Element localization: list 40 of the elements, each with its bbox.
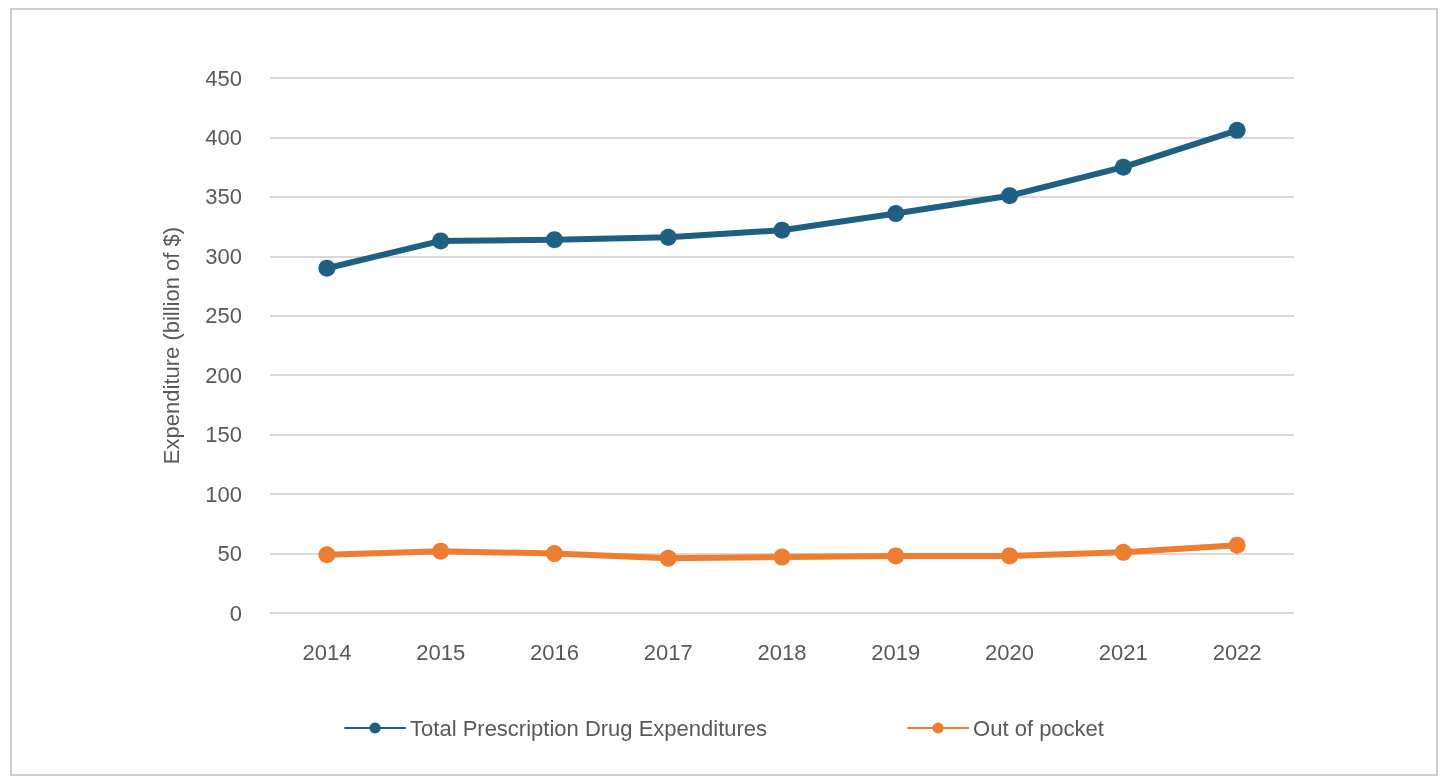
y-tick-label: 0 bbox=[229, 600, 242, 626]
point bbox=[773, 548, 791, 566]
y-tick-label: 350 bbox=[205, 184, 242, 210]
x-tick-label: 2018 bbox=[757, 639, 807, 665]
point bbox=[1001, 187, 1019, 205]
legend-label: Total Prescription Drug Expenditures bbox=[410, 715, 768, 741]
point bbox=[432, 232, 450, 250]
y-tick-label: 400 bbox=[205, 124, 242, 150]
x-tick-label: 2021 bbox=[1098, 639, 1148, 665]
y-tick-label: 450 bbox=[205, 65, 242, 91]
x-tick-label: 2014 bbox=[302, 639, 352, 665]
y-axis-title: Expenditure (billion of $) bbox=[158, 226, 184, 465]
x-tick-label: 2016 bbox=[529, 639, 579, 665]
point bbox=[545, 545, 563, 563]
x-tick-label: 2020 bbox=[985, 639, 1035, 665]
point bbox=[1228, 121, 1246, 139]
point bbox=[1001, 547, 1019, 565]
point bbox=[887, 205, 905, 223]
point bbox=[318, 259, 336, 277]
point bbox=[318, 546, 336, 564]
legend-label: Out of pocket bbox=[973, 715, 1104, 741]
point bbox=[887, 547, 905, 565]
point bbox=[1114, 158, 1132, 176]
y-tick-label: 50 bbox=[217, 541, 242, 567]
y-tick-label: 100 bbox=[205, 481, 242, 507]
x-tick-label: 2019 bbox=[871, 639, 921, 665]
y-tick-label: 250 bbox=[205, 303, 242, 329]
point bbox=[659, 549, 677, 567]
point bbox=[545, 231, 563, 249]
y-tick-label: 150 bbox=[205, 422, 242, 448]
x-tick-label: 2017 bbox=[643, 639, 693, 665]
y-tick-label: 300 bbox=[205, 243, 242, 269]
point bbox=[1228, 536, 1246, 554]
point bbox=[432, 542, 450, 560]
x-tick-label: 2015 bbox=[416, 639, 466, 665]
y-tick-label: 200 bbox=[205, 362, 242, 388]
point bbox=[1114, 543, 1132, 561]
point bbox=[659, 228, 677, 246]
point bbox=[773, 221, 791, 239]
x-tick-label: 2022 bbox=[1212, 639, 1262, 665]
